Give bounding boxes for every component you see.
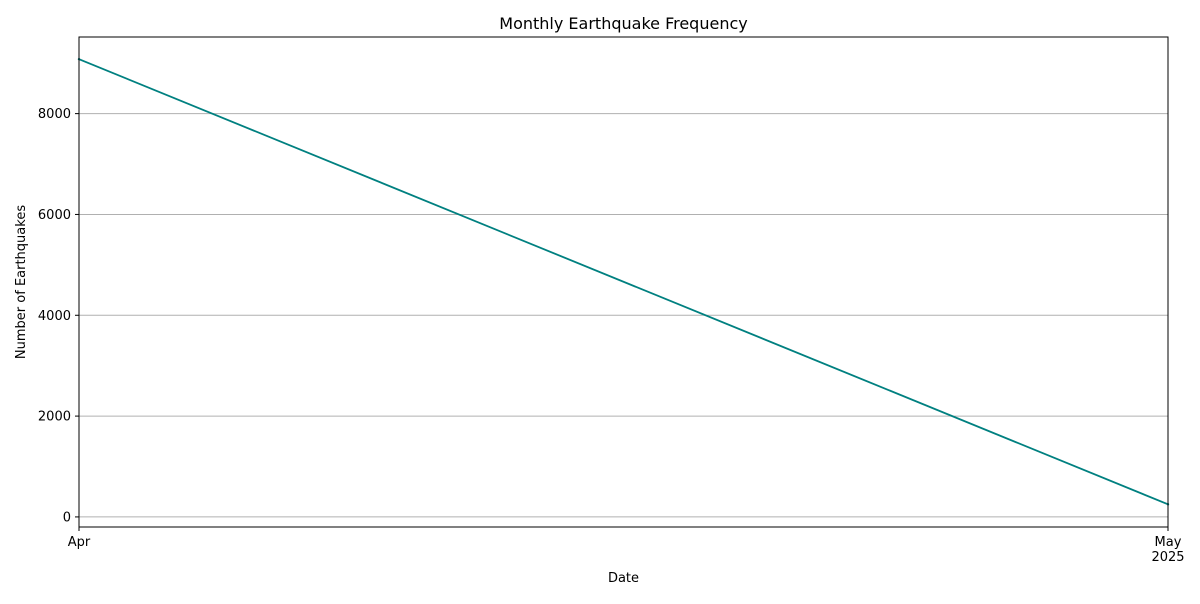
series-line	[78, 58, 1169, 506]
x-axis-label: Date	[608, 571, 639, 586]
y-tick-label: 2000	[38, 410, 71, 425]
chart-title: Monthly Earthquake Frequency	[499, 14, 747, 33]
x-tick-year-label: 2025	[1151, 550, 1184, 565]
y-axis-ticks: 0 2000 4000 6000 8000	[38, 107, 79, 525]
grid-lines	[79, 113, 1168, 518]
y-tick-label: 8000	[38, 107, 71, 122]
x-tick-label: Apr	[68, 535, 91, 550]
y-tick-label: 4000	[38, 309, 71, 324]
plot-area-frame	[78, 36, 1169, 528]
x-tick-label: May	[1155, 535, 1182, 550]
y-axis-label: Number of Earthquakes	[14, 205, 29, 359]
y-tick-label: 6000	[38, 208, 71, 223]
y-tick-label: 0	[63, 510, 71, 525]
